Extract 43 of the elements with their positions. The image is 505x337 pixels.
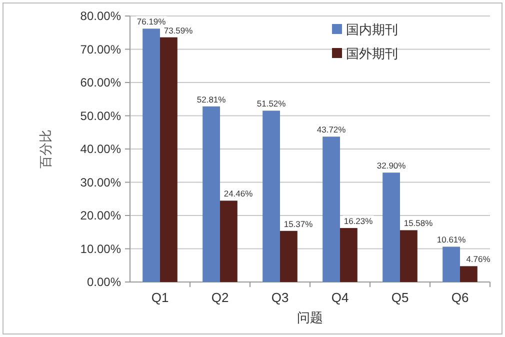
- data-label: 10.61%: [436, 234, 466, 245]
- bar: [400, 230, 418, 282]
- data-label: 73.59%: [164, 25, 194, 36]
- x-tick-label: Q1: [151, 290, 169, 305]
- data-label: 43.72%: [316, 124, 346, 135]
- data-label: 76.19%: [136, 16, 166, 27]
- bar: [442, 246, 460, 282]
- bar: [460, 266, 478, 282]
- bar: [160, 37, 178, 282]
- data-label: 24.46%: [224, 188, 254, 199]
- y-tick-label: 30.00%: [80, 175, 122, 190]
- data-label: 15.58%: [404, 218, 434, 228]
- legend-label: 国内期刊: [346, 22, 398, 37]
- data-label: 52.81%: [196, 94, 226, 104]
- data-label: 15.37%: [284, 218, 314, 229]
- data-label: 16.23%: [344, 216, 374, 226]
- x-tick-label: Q6: [451, 290, 469, 305]
- bar: [142, 28, 160, 282]
- x-axis-title: 问题: [297, 310, 323, 325]
- data-label: 51.52%: [256, 98, 286, 109]
- y-tick-label: 10.00%: [80, 242, 122, 256]
- y-tick-label: 0.00%: [86, 275, 122, 289]
- data-label: 4.76%: [466, 254, 491, 264]
- bar: [262, 110, 280, 282]
- data-label: 32.90%: [376, 160, 406, 171]
- x-tick-label: Q3: [271, 290, 289, 305]
- y-axis-title: 百分比: [38, 130, 53, 168]
- y-tick-label: 60.00%: [80, 76, 122, 90]
- y-tick-label: 40.00%: [80, 142, 122, 156]
- bar: [382, 172, 400, 282]
- y-tick-label: 70.00%: [80, 42, 122, 56]
- bar: [322, 136, 340, 282]
- x-tick-label: Q4: [331, 290, 349, 305]
- y-tick-label: 50.00%: [80, 108, 122, 123]
- x-tick-label: Q5: [391, 290, 409, 305]
- bar: [220, 200, 238, 282]
- bar: [280, 230, 298, 282]
- legend-label: 国外期刊: [346, 46, 398, 61]
- y-tick-label: 20.00%: [80, 208, 122, 222]
- bar: [340, 228, 358, 282]
- y-tick-label: 80.00%: [80, 9, 122, 23]
- bar: [202, 106, 220, 282]
- x-tick-label: Q2: [211, 290, 229, 305]
